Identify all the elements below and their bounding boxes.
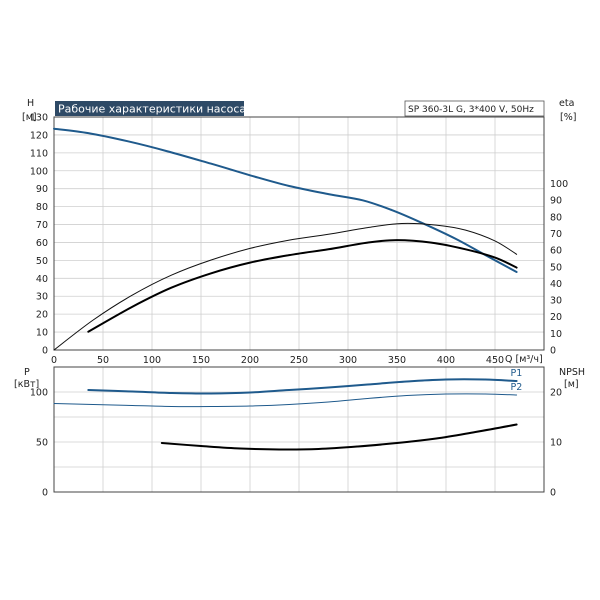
head-curve <box>53 127 518 273</box>
upper-series <box>53 127 518 351</box>
y-left-tick-label: 130 <box>30 113 48 124</box>
x-tick-label: 450 <box>486 355 504 366</box>
y-right-tick-label: 40 <box>550 279 562 290</box>
lower-y-right-tick-label: 10 <box>550 438 562 449</box>
y-right-tick-label: 10 <box>550 329 562 340</box>
power-p2-curve <box>53 393 518 408</box>
efficiency-curve-thick <box>87 239 518 333</box>
y-right-tick-label: 80 <box>550 212 562 223</box>
y-right-tick-label: 50 <box>550 262 562 273</box>
upper-tick-labels: 0 50 100 150 200 250 300 350 400 4500102030405060… <box>30 113 568 367</box>
y-left-tick-label: 40 <box>36 274 48 285</box>
y-right-label-line1: eta <box>559 98 574 109</box>
y-right-tick-label: 70 <box>550 229 562 240</box>
lower-tick-labels: 0 50 100 0 10 20 <box>30 388 562 499</box>
x-tick-label: 0 <box>51 355 57 366</box>
lower-plot-frame <box>53 366 545 493</box>
lower-y-left-label-line1: P <box>24 367 30 378</box>
x-tick-label: 150 <box>192 355 210 366</box>
y-left-tick-label: 80 <box>36 202 48 213</box>
x-tick-label: 400 <box>437 355 455 366</box>
y-left-tick-label: 120 <box>30 130 48 141</box>
lower-y-right-label-line2: [м] <box>564 379 579 390</box>
y-left-label-line2: [м] <box>22 112 37 123</box>
series-label-p2: P2 <box>511 382 523 393</box>
y-left-tick-label: 10 <box>36 328 48 339</box>
y-left-tick-label: 50 <box>36 256 48 267</box>
lower-y-right-tick-label: 20 <box>550 388 562 399</box>
y-left-tick-label: 0 <box>42 346 48 357</box>
x-tick-label: 350 <box>388 355 406 366</box>
y-left-tick-label: 70 <box>36 220 48 231</box>
y-left-tick-label: 60 <box>36 238 48 249</box>
lower-y-left-tick-label: 50 <box>36 438 48 449</box>
x-axis-label: Q [м³/ч] <box>505 354 543 365</box>
y-right-tick-label: 20 <box>550 312 562 323</box>
y-right-tick-label: 90 <box>550 196 562 207</box>
y-right-tick-label: 100 <box>550 179 568 190</box>
lower-y-left-tick-label: 100 <box>30 388 48 399</box>
y-left-tick-label: 30 <box>36 292 48 303</box>
lower-grid <box>54 367 544 492</box>
power-p1-curve <box>87 378 518 395</box>
y-left-tick-label: 110 <box>30 148 48 159</box>
x-tick-label: 300 <box>339 355 357 366</box>
chart-title: Рабочие характеристики насоса <box>58 103 246 116</box>
npsh-curve <box>160 423 518 451</box>
lower-y-right-tick-label: 0 <box>550 488 556 499</box>
lower-y-left-label-line2: [кВт] <box>14 379 39 390</box>
y-right-tick-label: 60 <box>550 246 562 257</box>
y-right-label-line2: [%] <box>560 112 576 123</box>
y-right-tick-label: 30 <box>550 296 562 307</box>
y-left-label-line1: H <box>27 98 34 109</box>
efficiency-curve-thin <box>53 222 518 351</box>
y-left-tick-label: 20 <box>36 310 48 321</box>
upper-plot-frame <box>53 116 545 351</box>
upper-grid <box>54 116 544 350</box>
lower-y-left-tick-label: 0 <box>42 488 48 499</box>
series-label-p1: P1 <box>511 368 523 379</box>
y-left-tick-label: 100 <box>30 166 48 177</box>
chart-subtitle: SP 360-3L G, 3*400 V, 50Hz <box>408 105 534 115</box>
x-tick-label: 100 <box>143 355 161 366</box>
x-tick-label: 50 <box>97 355 109 366</box>
y-right-tick-label: 0 <box>550 346 556 357</box>
subtitle-box <box>404 100 545 117</box>
x-tick-label: 250 <box>290 355 308 366</box>
y-left-tick-label: 90 <box>36 184 48 195</box>
lower-y-right-label-line1: NPSH <box>559 367 585 378</box>
x-tick-label: 200 <box>241 355 259 366</box>
title-background <box>55 101 244 116</box>
